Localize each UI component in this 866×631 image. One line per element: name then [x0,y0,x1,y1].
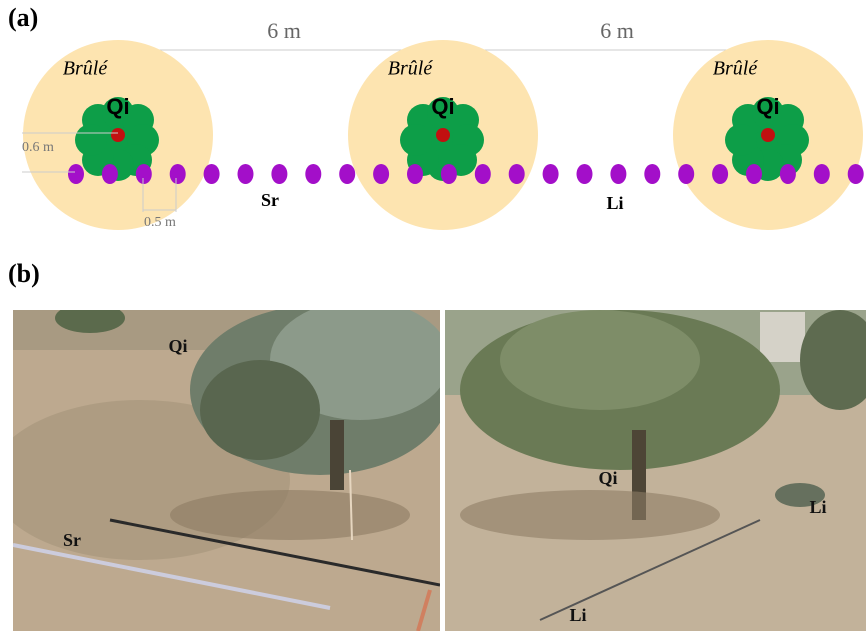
panel-label: (b) [8,259,40,288]
burn-label: Brûlé [63,58,109,80]
dimension-label: 6 m [600,18,634,43]
dimension-label: 6 m [267,18,301,43]
shrub-dot [204,164,220,184]
shrub-dot [814,164,830,184]
bush [725,124,757,156]
trunk-marker [111,128,125,142]
burn-label: Brûlé [713,58,759,80]
burn-label: Brûlé [388,58,434,80]
spacing-label: 0.5 m [144,215,176,230]
row-label: Sr [261,190,279,210]
figure: (a) 6 m 6 m BrûléQiBrûléQiBrûléQi 0.6 m … [0,0,866,631]
height-label: 0.6 m [22,140,54,155]
shrub-dot [102,164,118,184]
panel-b: (b) Qi Sr [0,259,866,631]
photo-label: Qi [598,468,617,488]
shrub-dot [373,164,389,184]
photo-label: Sr [63,530,81,550]
shrub-dot [68,164,84,184]
shrub-dot [610,164,626,184]
shrub-dot [678,164,694,184]
zones: Brûlé Qi Brûlé Qi Brûlé Qi [23,40,863,230]
panel-label: (a) [8,3,38,32]
shrub-dot [577,164,593,184]
photo-left [0,300,450,631]
photo-right [445,310,866,631]
plant-label: Qi [756,94,779,119]
trunk-marker [436,128,450,142]
plant-label: Qi [431,94,454,119]
shrub-dot [271,164,287,184]
shrub-dot [543,164,559,184]
row-label: Li [606,193,623,213]
shrub-dot [475,164,491,184]
shrub-dot [509,164,525,184]
trunk-marker [761,128,775,142]
photo-label: Li [569,605,586,625]
shrub-dot [238,164,254,184]
shrub-dot [305,164,321,184]
plant-label: Qi [106,94,129,119]
bush [75,124,107,156]
shrub-dot [712,164,728,184]
shrub-dot [136,164,152,184]
photo-label: Qi [168,336,187,356]
shrub-dot [407,164,423,184]
photo-label: Li [809,497,826,517]
shrub-dot [170,164,186,184]
shrub-dot [441,164,457,184]
shrub-dot [339,164,355,184]
bush [400,124,432,156]
shrub-dot [644,164,660,184]
shrub-dot [746,164,762,184]
shrub-dot [780,164,796,184]
shrub-dot [848,164,864,184]
